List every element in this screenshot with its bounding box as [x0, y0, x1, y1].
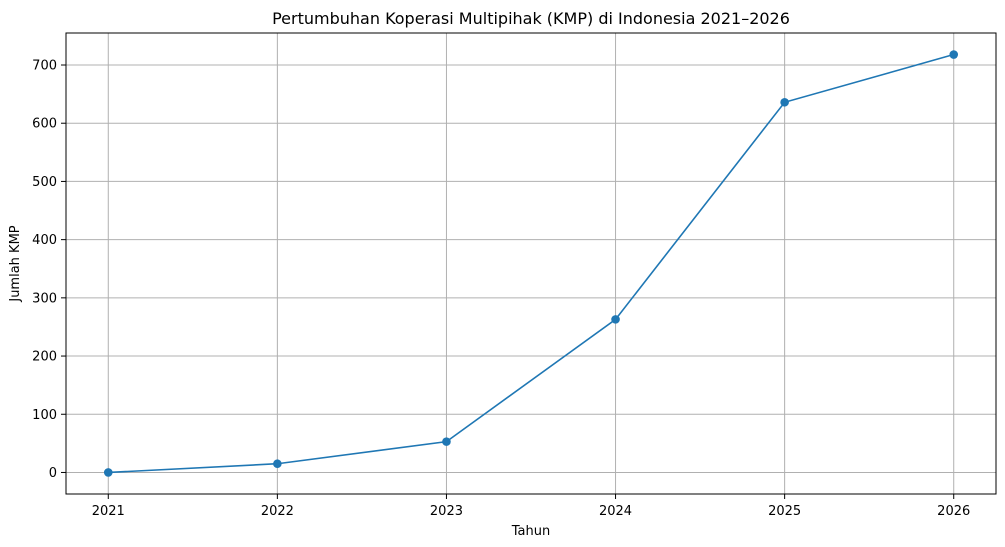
- y-tick-label: 200: [32, 350, 57, 365]
- series-layer: [103, 50, 959, 477]
- chart-title: Pertumbuhan Koperasi Multipihak (KMP) di…: [272, 9, 790, 28]
- y-tick-label: 500: [32, 175, 57, 190]
- x-tick-label: 2022: [261, 504, 294, 519]
- y-tick-label: 700: [32, 59, 57, 74]
- y-tick-label: 300: [32, 291, 57, 306]
- data-point: [611, 315, 620, 324]
- axis-ticks: 2021 2022 2023 2024 2025 2026 0 100 200 300 400 500…: [32, 59, 970, 519]
- y-axis-label: Jumlah KMP: [8, 225, 23, 302]
- x-tick-label: 2024: [599, 504, 632, 519]
- y-tick-label: 0: [49, 466, 57, 481]
- y-tick-label: 600: [32, 117, 57, 132]
- series-line: [108, 53, 954, 474]
- x-tick-label: 2021: [92, 504, 125, 519]
- x-tick-label: 2023: [430, 504, 463, 519]
- grid: [66, 33, 996, 494]
- data-point: [273, 459, 282, 469]
- plot-frame: [65, 32, 997, 495]
- x-axis-label: Tahun: [511, 524, 550, 539]
- data-point: [103, 468, 113, 477]
- x-tick-label: 2025: [768, 504, 801, 519]
- y-tick-label: 400: [32, 233, 57, 248]
- data-point: [780, 97, 789, 107]
- y-tick-label: 100: [32, 408, 57, 423]
- data-point: [442, 437, 451, 446]
- x-tick-label: 2026: [937, 504, 970, 519]
- data-point: [949, 50, 959, 59]
